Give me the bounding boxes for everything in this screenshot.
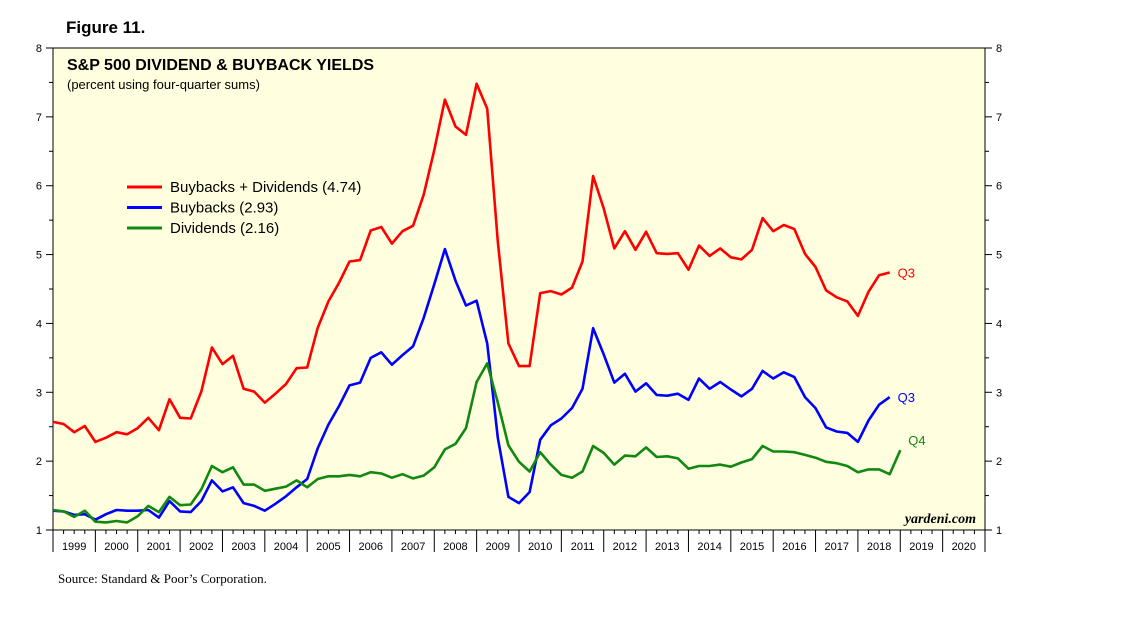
legend-label: Buybacks (2.93): [170, 200, 278, 217]
x-tick-label: 2005: [316, 541, 340, 553]
y-tick-label-left: 8: [36, 43, 42, 55]
y-tick-label-left: 1: [36, 525, 42, 537]
y-tick-label-left: 2: [36, 456, 42, 468]
x-tick-label: 2018: [867, 541, 891, 553]
end-label-red: Q3: [898, 265, 915, 280]
watermark: yardeni.com: [903, 512, 976, 527]
y-tick-label-left: 5: [36, 250, 42, 262]
x-tick-label: 1999: [62, 541, 86, 553]
x-tick-label: 2017: [824, 541, 848, 553]
x-tick-label: 2006: [358, 541, 382, 553]
y-tick-label-left: 6: [36, 181, 42, 193]
y-tick-label-right: 1: [996, 525, 1002, 537]
axis-ticks: [46, 47, 992, 552]
x-tick-label: 2010: [528, 541, 552, 553]
y-tick-label-right: 6: [996, 181, 1002, 193]
y-axis-right: 1 2 3 4 5 6 7 8: [996, 43, 1002, 537]
legend: Buybacks + Dividends (4.74) Buybacks (2.9…: [127, 179, 361, 237]
x-tick-label: 2016: [782, 541, 806, 553]
plot-background: [52, 47, 986, 531]
end-label-green: Q4: [908, 433, 925, 448]
y-tick-label-right: 3: [996, 387, 1002, 399]
y-tick-label-right: 4: [996, 318, 1002, 330]
chart-title: S&P 500 DIVIDEND & BUYBACK YIELDS: [67, 57, 374, 74]
x-tick-label: 2003: [231, 541, 255, 553]
series-line-red: [52, 82, 891, 444]
y-tick-label-right: 7: [996, 112, 1002, 124]
x-tick-label: 2014: [697, 541, 721, 553]
x-tick-label: 2007: [401, 541, 425, 553]
x-tick-label: 2002: [189, 541, 213, 553]
x-tick-label: 2011: [571, 541, 595, 553]
series-line-green: [52, 362, 902, 524]
y-axis-left: 1 2 3 4 5 6 7 8: [36, 43, 42, 537]
end-label-blue: Q3: [898, 390, 915, 405]
series-line-blue: [52, 247, 891, 522]
x-tick-label: 2001: [147, 541, 171, 553]
legend-label: Dividends (2.16): [170, 220, 279, 237]
x-tick-label: 2000: [104, 541, 128, 553]
y-tick-label-left: 3: [36, 387, 42, 399]
x-tick-label: 2015: [740, 541, 764, 553]
series-lines: Q3 Q3 Q4: [52, 82, 926, 524]
y-tick-label-left: 7: [36, 112, 42, 124]
x-tick-label: 2020: [952, 541, 976, 553]
x-axis: 1999 2000 2001 2002 2003 2004 2005 2006 2007 2008…: [62, 541, 976, 553]
y-tick-label-right: 8: [996, 43, 1002, 55]
x-tick-label: 2008: [443, 541, 467, 553]
x-tick-label: 2004: [274, 541, 298, 553]
y-tick-label-right: 2: [996, 456, 1002, 468]
x-tick-label: 2019: [909, 541, 933, 553]
source-note: Source: Standard & Poor’s Corporation.: [58, 571, 267, 586]
legend-label: Buybacks + Dividends (4.74): [170, 179, 361, 196]
x-tick-label: 2013: [655, 541, 679, 553]
y-tick-label-right: 5: [996, 250, 1002, 262]
x-tick-label: 2009: [486, 541, 510, 553]
x-tick-label: 2012: [613, 541, 637, 553]
figure-label: Figure 11.: [66, 18, 146, 37]
y-tick-label-left: 4: [36, 318, 42, 330]
chart-subtitle: (percent using four-quarter sums): [67, 77, 260, 92]
